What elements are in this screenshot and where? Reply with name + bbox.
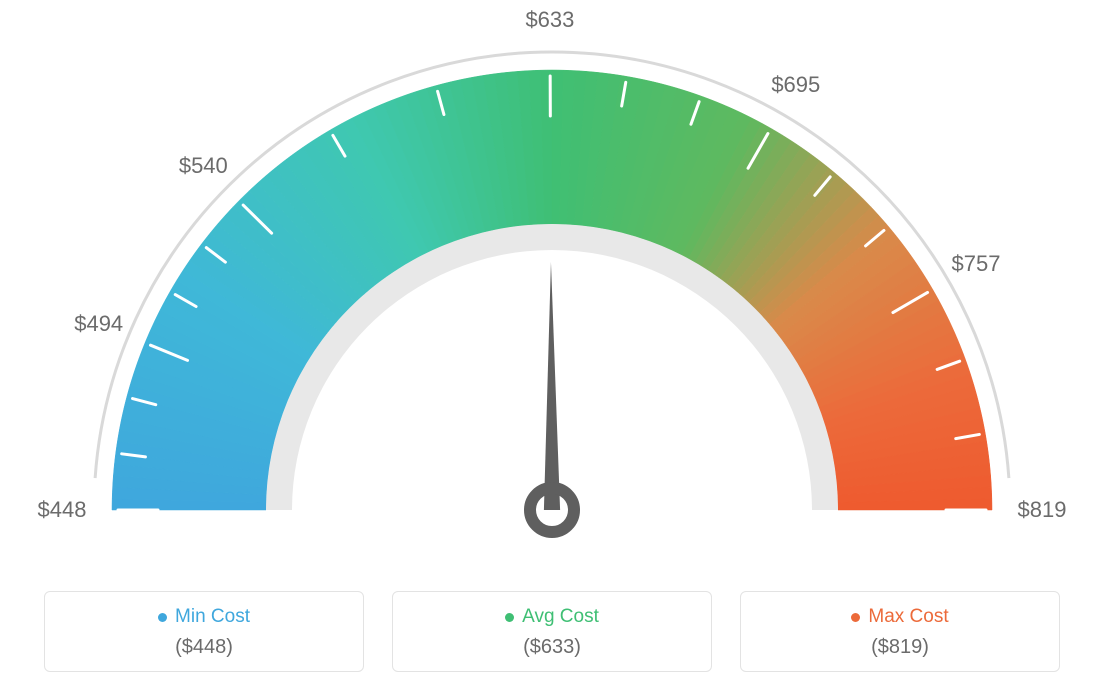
gauge-svg — [0, 0, 1104, 560]
legend-value-min: ($448) — [55, 636, 353, 659]
dot-icon — [158, 613, 167, 622]
legend-label: Min Cost — [175, 606, 250, 628]
legend-card-max: Max Cost ($819) — [740, 591, 1060, 672]
legend-label: Avg Cost — [522, 606, 599, 628]
gauge-tick-label: $757 — [952, 251, 1001, 277]
dot-icon — [505, 613, 514, 622]
legend-value-max: ($819) — [751, 636, 1049, 659]
gauge-tick-label: $494 — [74, 311, 123, 337]
legend-row: Min Cost ($448) Avg Cost ($633) Max Cost… — [0, 591, 1104, 672]
gauge-tick-label: $448 — [38, 497, 87, 523]
gauge-tick-label: $633 — [525, 7, 574, 33]
gauge-tick-label: $819 — [1018, 497, 1067, 523]
legend-card-avg: Avg Cost ($633) — [392, 591, 712, 672]
legend-title-avg: Avg Cost — [505, 606, 599, 628]
cost-gauge: $448 $494 $540 $633 $695 $757 $819 — [0, 0, 1104, 560]
legend-value-avg: ($633) — [403, 636, 701, 659]
legend-label: Max Cost — [868, 606, 948, 628]
legend-card-min: Min Cost ($448) — [44, 591, 364, 672]
legend-title-max: Max Cost — [851, 606, 948, 628]
gauge-tick-label: $695 — [771, 72, 820, 98]
dot-icon — [851, 613, 860, 622]
gauge-tick-label: $540 — [179, 153, 228, 179]
legend-title-min: Min Cost — [158, 606, 250, 628]
